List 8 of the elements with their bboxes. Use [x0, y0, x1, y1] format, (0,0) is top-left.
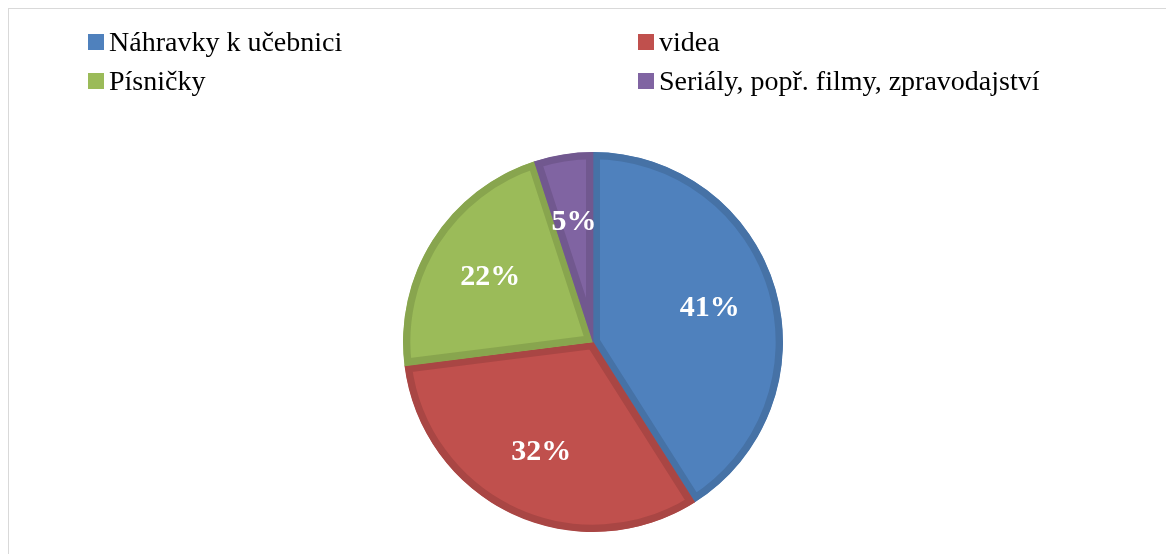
legend-label: Seriály, popř. filmy, zpravodajství: [659, 65, 1040, 96]
legend-label: videa: [659, 26, 720, 57]
data-label: 5%: [551, 202, 597, 236]
data-label: 32%: [511, 432, 572, 466]
legend-label: Náhravky k učebnici: [109, 26, 343, 57]
data-label: 22%: [460, 257, 521, 291]
data-label: 41%: [679, 288, 740, 322]
legend-label: Písničky: [109, 65, 206, 96]
